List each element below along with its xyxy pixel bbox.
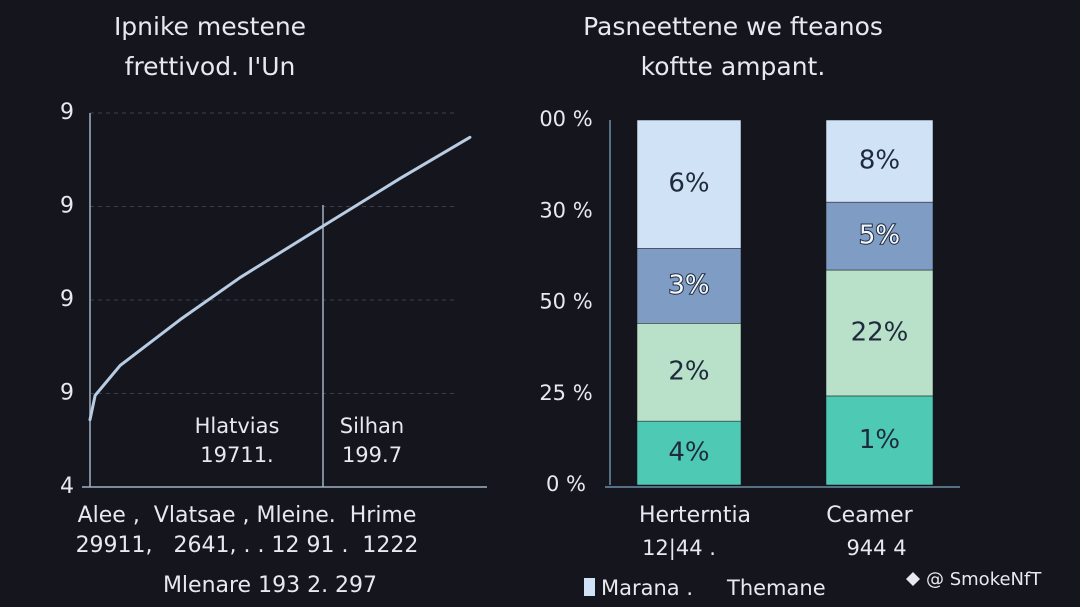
annotation-label: Hlatvias: [195, 414, 280, 438]
line-series: [88, 135, 472, 422]
bar-segment: [636, 323, 742, 422]
segment-label: 8%: [859, 146, 900, 176]
bar-segment: [636, 119, 742, 249]
segment-label: 3%: [668, 270, 709, 300]
bar-segment: [636, 420, 742, 486]
segment-label: 1%: [859, 425, 900, 455]
legend-label: Themane: [726, 576, 826, 600]
y-tick-label: 4: [60, 474, 74, 499]
watermark-text: @ SmokeNfT: [926, 569, 1042, 590]
footer-text: Alee , Vlatsae , Mleine. Hrime: [78, 503, 417, 528]
bar-segment: [825, 119, 934, 203]
y-tick-label: 9: [60, 381, 74, 406]
x-tick-label: Ceamer: [826, 503, 913, 528]
y-tick-label: 9: [60, 100, 74, 125]
chart-title: koftte ampant.: [641, 52, 826, 81]
y-tick-label: 00 %: [539, 107, 592, 131]
y-tick-label: 9: [60, 287, 74, 312]
y-tick-label: 25 %: [539, 381, 592, 405]
legend-label: Marana .: [601, 576, 693, 600]
chart-title: Ipnike mestene: [114, 12, 306, 41]
footer-text: Mlenare 193 2. 297: [163, 573, 377, 598]
bar-segment: [825, 269, 934, 397]
y-tick-label: 0 %: [546, 472, 586, 496]
y-tick-label: 9: [60, 194, 74, 219]
x-tick-label: Herterntia: [639, 503, 751, 528]
segment-label: 5%: [859, 221, 900, 251]
chart-title: Pasneettene we fteanos: [583, 12, 883, 41]
footer-text: 29911, 2641, . . 12 91 . 1222: [76, 533, 419, 558]
bar-segment: [825, 395, 934, 486]
x-tick-sublabel: 944 4: [846, 536, 906, 560]
annotation-label: Silhan: [340, 414, 405, 438]
bar-segment: [825, 201, 934, 271]
watermark-icon: [906, 572, 920, 586]
segment-label: 22%: [851, 317, 909, 347]
legend-swatch: [584, 578, 595, 596]
y-tick-label: 50 %: [539, 290, 592, 314]
segment-label: 2%: [668, 357, 709, 387]
watermark: @ SmokeNfT: [906, 569, 1042, 590]
segment-label: 4%: [668, 438, 709, 468]
annotation-sublabel: 199.7: [342, 443, 402, 467]
chart-title: frettivod. I'Un: [125, 52, 296, 81]
y-tick-label: 30 %: [539, 198, 592, 222]
x-tick-sublabel: 12|44 .: [642, 536, 716, 561]
annotation-sublabel: 19711.: [200, 443, 273, 467]
segment-label: 6%: [668, 169, 709, 199]
